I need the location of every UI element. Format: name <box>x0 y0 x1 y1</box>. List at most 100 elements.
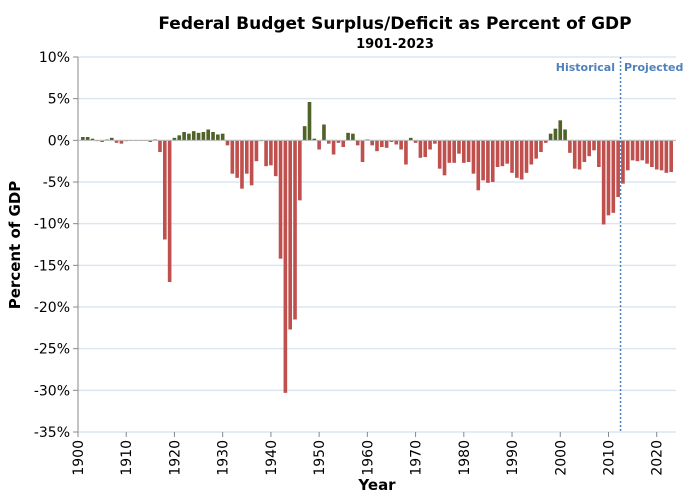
bar-2018 <box>645 140 649 164</box>
x-tick-label: 1980 <box>457 440 473 476</box>
bar-1948 <box>307 102 312 141</box>
bar-1972 <box>423 140 428 157</box>
bar-1933 <box>235 140 239 178</box>
bar-1902 <box>85 137 90 141</box>
historical-label: Historical <box>556 61 615 74</box>
x-tick-label: 1970 <box>409 440 425 476</box>
x-tick-label: 1920 <box>167 440 183 476</box>
bar-2006 <box>587 140 592 157</box>
bar-1909 <box>119 140 124 144</box>
bar-1908 <box>114 140 119 143</box>
bar-1977 <box>447 140 452 163</box>
bar-1919 <box>167 140 172 282</box>
y-axis-label: Percent of GDP <box>6 181 24 310</box>
y-tick-label: -5% <box>43 175 70 191</box>
bar-1942 <box>278 140 283 259</box>
bar-1918 <box>162 140 167 240</box>
x-tick-label: 2020 <box>650 440 666 476</box>
bar-1940 <box>269 140 273 166</box>
bar-1969 <box>408 137 413 141</box>
bar-1991 <box>515 140 519 178</box>
bar-1964 <box>384 140 389 148</box>
bar-1959 <box>360 140 365 162</box>
bar-1979 <box>457 140 461 154</box>
bar-1928 <box>211 132 215 141</box>
bar-2016 <box>635 140 640 162</box>
bar-1980 <box>461 140 466 163</box>
bar-1961 <box>370 140 374 146</box>
x-tick-label: 1930 <box>216 440 232 476</box>
bar-1952 <box>326 140 331 144</box>
bar-1954 <box>336 140 341 143</box>
bar-1925 <box>196 132 201 141</box>
bar-2020 <box>654 140 659 170</box>
bar-1939 <box>264 140 268 167</box>
bar-1983 <box>476 140 481 191</box>
bar-2012 <box>616 140 620 197</box>
bar-2011 <box>611 140 616 213</box>
chart-subtitle: 1901-2023 <box>356 37 434 52</box>
bar-1976 <box>442 140 447 176</box>
bar-1927 <box>206 129 211 141</box>
bar-2019 <box>650 140 654 167</box>
x-tick-label: 1960 <box>360 440 376 476</box>
bar-1930 <box>220 133 225 141</box>
bar-1984 <box>481 140 485 181</box>
bar-1901 <box>81 137 85 141</box>
bar-1915 <box>148 140 153 142</box>
bar-1996 <box>539 140 543 152</box>
bar-1966 <box>394 140 399 145</box>
bar-2021 <box>659 140 664 171</box>
bar-1937 <box>254 140 259 162</box>
bar-1947 <box>302 126 307 141</box>
y-tick-label: -15% <box>34 258 70 274</box>
bar-1975 <box>437 140 442 169</box>
bar-1920 <box>172 137 177 141</box>
bar-1990 <box>510 140 514 173</box>
chart-title: Federal Budget Surplus/Deficit as Percen… <box>158 14 631 34</box>
bar-1905 <box>100 140 104 142</box>
projected-label: Projected <box>624 61 683 74</box>
bar-2010 <box>606 140 611 216</box>
bar-1988 <box>500 140 505 167</box>
bar-1951 <box>322 124 326 141</box>
bar-1993 <box>524 140 529 173</box>
bar-1982 <box>471 140 476 174</box>
bar-1943 <box>283 140 288 393</box>
x-tick-label: 1950 <box>312 440 328 476</box>
bar-1981 <box>466 140 471 162</box>
bar-1903 <box>90 138 95 141</box>
y-tick-label: -35% <box>34 425 70 441</box>
y-tick-label: -10% <box>34 217 70 233</box>
bar-1995 <box>534 140 538 159</box>
bar-1926 <box>201 132 206 141</box>
bar-1967 <box>399 140 403 150</box>
bar-1945 <box>293 140 297 320</box>
bar-1924 <box>191 131 196 141</box>
bar-2002 <box>568 140 572 153</box>
bar-1956 <box>346 132 350 141</box>
bar-2013 <box>621 140 625 184</box>
bar-1917 <box>158 140 162 152</box>
x-tick-label: 2010 <box>601 440 617 476</box>
bar-1974 <box>433 140 437 144</box>
bar-1950 <box>317 140 321 150</box>
bar-1994 <box>529 140 534 165</box>
y-tick-label: -30% <box>34 383 70 399</box>
bar-1997 <box>543 140 548 143</box>
bar-2009 <box>601 140 606 225</box>
bar-1957 <box>351 133 355 141</box>
x-tick-label: 1990 <box>505 440 521 476</box>
bar-2014 <box>625 140 630 171</box>
bar-1986 <box>490 140 495 182</box>
bar-1970 <box>413 140 418 143</box>
bar-1999 <box>553 128 558 141</box>
bar-1953 <box>331 140 336 155</box>
bar-1929 <box>216 134 220 141</box>
bar-1935 <box>244 140 249 174</box>
bar-1949 <box>312 138 317 141</box>
bar-1971 <box>418 140 423 158</box>
y-tick-label: 5% <box>48 92 70 108</box>
y-tick-label: 0% <box>48 133 70 149</box>
